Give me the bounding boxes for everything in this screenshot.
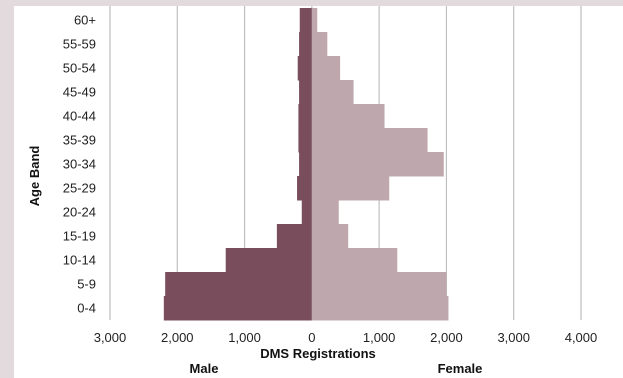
bar-male-20-24 [301,200,312,225]
bar-female-55-59 [311,32,328,57]
bar-female-10-14 [311,248,398,273]
legend-female-label: Female [438,361,483,376]
population-pyramid-chart: 60+ 55-59 50-54 45-49 40-44 35-39 30-34 25-29 20… [27,6,598,376]
y-axis-title: Age Band [27,146,42,207]
x-axis-title: DMS Registrations [260,346,376,361]
y-tick-0-4: 0-4 [77,301,96,316]
bar-male-50-54 [297,56,312,81]
y-tick-40-44: 40-44 [63,109,96,124]
y-tick-50-54: 50-54 [63,61,96,76]
bar-female-0-4 [311,296,449,321]
bar-female-60+ [311,8,318,33]
legend-male-label: Male [190,361,219,376]
bar-male-30-34 [299,152,312,177]
bar-male-60+ [299,8,312,33]
x-tick-3: 0 [308,330,315,345]
bar-male-25-29 [297,176,312,201]
bar-male-10-14 [225,248,312,273]
bar-male-5-9 [165,272,312,297]
bar-female-50-54 [311,56,341,81]
bar-female-25-29 [311,176,390,201]
x-tick-2: 1,000 [228,330,261,345]
bar-female-15-19 [311,224,349,249]
x-tick-labels: 3,000 2,000 1,000 0 1,000 2,000 3,000 4,000 [94,330,598,345]
female-bars [311,8,449,321]
bar-female-30-34 [311,152,444,177]
bar-male-40-44 [298,104,312,129]
bar-female-20-24 [311,200,339,225]
y-tick-25-29: 25-29 [63,181,96,196]
male-bars [163,8,312,321]
y-tick-60+: 60+ [74,13,96,28]
x-tick-4: 1,000 [363,330,396,345]
x-tick-5: 2,000 [430,330,463,345]
y-tick-20-24: 20-24 [63,205,96,220]
x-tick-0: 3,000 [94,330,127,345]
bar-female-5-9 [311,272,447,297]
bar-female-40-44 [311,104,385,129]
bar-male-15-19 [276,224,312,249]
bar-female-45-49 [311,80,354,105]
y-tick-55-59: 55-59 [63,37,96,52]
y-tick-labels: 60+ 55-59 50-54 45-49 40-44 35-39 30-34 25-29 20… [63,13,96,316]
y-tick-30-34: 30-34 [63,157,96,172]
bar-male-0-4 [163,296,312,321]
x-tick-6: 3,000 [497,330,530,345]
x-tick-7: 4,000 [565,330,598,345]
bar-male-55-59 [299,32,312,57]
y-tick-45-49: 45-49 [63,85,96,100]
bar-male-45-49 [299,80,312,105]
bar-male-35-39 [298,128,312,153]
x-tick-1: 2,000 [161,330,194,345]
bar-female-35-39 [311,128,428,153]
y-tick-15-19: 15-19 [63,229,96,244]
y-tick-10-14: 10-14 [63,253,96,268]
y-tick-5-9: 5-9 [77,277,96,292]
chart-area: 60+ 55-59 50-54 45-49 40-44 35-39 30-34 25-29 20… [14,6,623,378]
y-tick-35-39: 35-39 [63,133,96,148]
